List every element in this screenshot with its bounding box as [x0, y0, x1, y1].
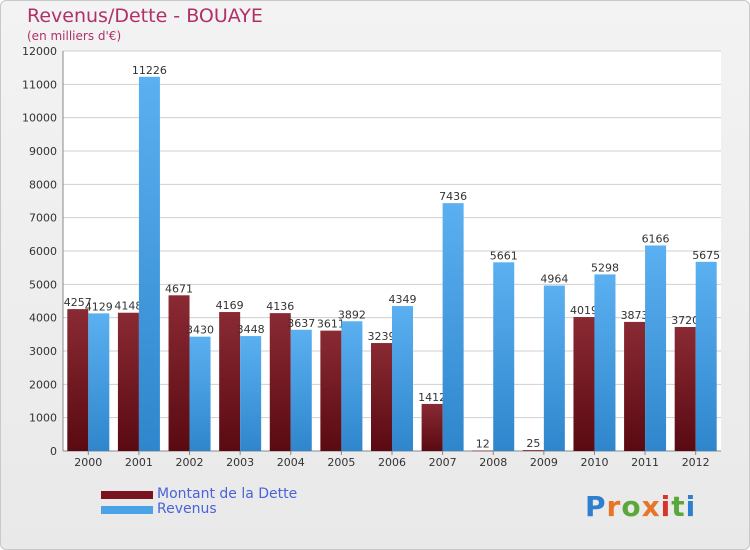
x-tick-label: 2007	[429, 456, 457, 469]
logo-letter: r	[606, 490, 622, 523]
x-tick-label: 2010	[580, 456, 608, 469]
x-tick-label: 2011	[631, 456, 659, 469]
legend-item-debt: Montant de la Dette	[101, 487, 297, 502]
data-label-revenue: 5675	[692, 249, 720, 262]
legend-swatch-debt	[101, 490, 153, 499]
bar-revenue	[138, 76, 160, 452]
data-label-revenue: 5661	[490, 249, 518, 262]
bar-debt	[624, 321, 646, 451]
bar-debt	[371, 343, 392, 451]
x-tick-label: 2009	[530, 456, 558, 469]
data-label-revenue: 4129	[85, 300, 113, 313]
data-label-debt: 4148	[114, 300, 142, 313]
legend-swatch-revenue	[101, 505, 153, 514]
x-tick-label: 2005	[327, 456, 355, 469]
bar-debt	[168, 295, 190, 451]
y-tick-label: 9000	[29, 145, 57, 158]
data-label-revenue: 3892	[338, 308, 366, 321]
y-tick-label: 8000	[29, 178, 57, 191]
logo-letter: i	[660, 490, 672, 523]
y-tick-label: 3000	[29, 345, 57, 358]
data-label-debt: 4257	[64, 296, 92, 309]
logo-letter: P	[585, 490, 607, 523]
bar-revenue	[290, 329, 312, 451]
bar-revenue	[392, 306, 413, 451]
bar-revenue	[341, 321, 363, 451]
bar-revenue	[695, 261, 717, 451]
x-tick-label: 2006	[378, 456, 406, 469]
data-label-revenue: 11226	[132, 64, 167, 77]
legend-label-revenue: Revenus	[157, 501, 217, 517]
proxiti-logo: Proxiti	[585, 490, 696, 523]
data-label-revenue: 6166	[642, 232, 670, 245]
logo-letter: t	[671, 490, 686, 523]
y-tick-label: 12000	[22, 45, 57, 58]
bar-debt	[320, 330, 342, 451]
data-label-debt: 25	[526, 437, 540, 450]
data-label-debt: 12	[476, 438, 490, 451]
data-label-debt: 3873	[621, 309, 649, 322]
data-label-revenue: 3637	[287, 317, 315, 330]
logo-letter: o	[621, 490, 642, 523]
x-tick-label: 2002	[176, 456, 204, 469]
data-label-revenue: 4349	[389, 293, 417, 306]
bar-debt	[117, 312, 139, 451]
data-label-debt: 4169	[216, 299, 244, 312]
y-tick-label: 2000	[29, 378, 57, 391]
x-tick-label: 2012	[682, 456, 710, 469]
legend: Montant de la Dette Revenus	[101, 487, 297, 517]
logo-letter: x	[641, 490, 661, 523]
data-label-debt: 3720	[671, 314, 699, 327]
bar-debt	[674, 327, 696, 451]
data-label-debt: 4019	[570, 304, 598, 317]
bar-revenue	[493, 262, 515, 451]
y-tick-label: 7000	[29, 212, 57, 225]
data-label-debt: 4136	[266, 300, 294, 313]
data-label-debt: 1412	[418, 391, 446, 404]
data-label-revenue: 5298	[591, 261, 619, 274]
y-tick-label: 1000	[29, 412, 57, 425]
chart-title: Revenus/Dette - BOUAYE	[27, 5, 263, 27]
chart-subtitle: (en milliers d'€)	[27, 29, 122, 43]
y-tick-label: 0	[50, 445, 57, 458]
bar-debt	[67, 309, 89, 451]
legend-label-debt: Montant de la Dette	[157, 486, 298, 502]
bar-debt	[472, 450, 494, 452]
x-tick-label: 2008	[479, 456, 507, 469]
x-tick-label: 2004	[277, 456, 305, 469]
bar-revenue	[88, 313, 110, 451]
bar-debt	[421, 403, 443, 451]
bar-revenue	[442, 203, 464, 451]
y-tick-label: 6000	[29, 245, 57, 258]
x-tick-label: 2000	[74, 456, 102, 469]
bar-debt	[269, 313, 291, 451]
data-label-revenue: 3430	[186, 324, 214, 337]
data-label-revenue: 7436	[439, 190, 467, 203]
legend-item-revenue: Revenus	[101, 502, 297, 517]
y-tick-label: 5000	[29, 278, 57, 291]
bar-revenue	[594, 274, 616, 451]
bar-revenue	[645, 245, 667, 451]
data-label-debt: 3611	[317, 318, 345, 331]
data-label-debt: 4671	[165, 282, 193, 295]
data-label-revenue: 4964	[540, 273, 568, 286]
logo-letter: i	[685, 490, 697, 523]
bar-revenue	[543, 285, 565, 451]
y-tick-label: 10000	[22, 112, 57, 125]
data-label-debt: 3239	[368, 330, 396, 343]
data-label-revenue: 3448	[237, 323, 265, 336]
bar-revenue	[189, 336, 211, 451]
bar-debt	[219, 312, 241, 451]
y-tick-label: 11000	[22, 78, 57, 91]
x-tick-label: 2001	[125, 456, 153, 469]
bar-debt	[573, 317, 595, 451]
x-tick-label: 2003	[226, 456, 254, 469]
bar-revenue	[240, 336, 262, 451]
y-tick-label: 4000	[29, 312, 57, 325]
bar-debt	[522, 450, 544, 451]
